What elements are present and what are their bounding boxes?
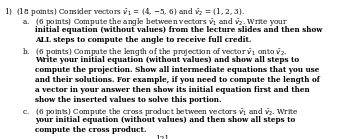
Text: compute the projection. Show all intermediate equations that you use: compute the projection. Show all interme… — [35, 66, 319, 74]
Text: 1)  (18 points) Consider vectors $\bar{v}_1$ = (4, −5, 6) and $\bar{v}_2$ = (1, : 1) (18 points) Consider vectors $\bar{v}… — [4, 6, 245, 18]
Text: b.   (6 points) Compute the length of the projection of vector $\bar{v}_1$ onto : b. (6 points) Compute the length of the … — [22, 46, 287, 58]
Text: compute the cross product.: compute the cross product. — [35, 126, 146, 134]
Text: and their solutions. For example, if you need to compute the length of: and their solutions. For example, if you… — [35, 76, 320, 84]
Text: 121: 121 — [155, 135, 169, 139]
Text: Write your initial equation (without values) and show all steps to: Write your initial equation (without val… — [35, 56, 299, 64]
Text: a.   (6 points) Compute the angle between vectors $\bar{v}_1$ and $\bar{v}_2$. W: a. (6 points) Compute the angle between … — [22, 16, 288, 28]
Text: show the inserted values to solve this portion.: show the inserted values to solve this p… — [35, 96, 222, 104]
Text: c.   (6 points) Compute the cross product between vectors $\bar{v}_1$ and $\bar{: c. (6 points) Compute the cross product … — [22, 106, 299, 118]
Text: ALL steps to compute the angle to receive full credit.: ALL steps to compute the angle to receiv… — [35, 36, 251, 44]
Text: initial equation (without values) from the lecture slides and then show: initial equation (without values) from t… — [35, 26, 322, 34]
Text: a vector in your answer then show its initial equation first and then: a vector in your answer then show its in… — [35, 86, 310, 94]
Text: your initial equation (without values) and then show all steps to: your initial equation (without values) a… — [35, 116, 295, 124]
